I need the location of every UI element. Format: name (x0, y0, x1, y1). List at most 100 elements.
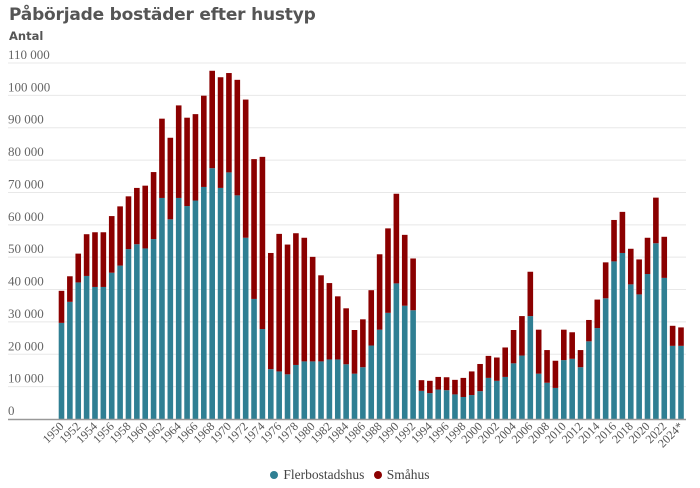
bar-segment-flerbostadshus[interactable] (209, 168, 215, 419)
bar-2006[interactable] (527, 271, 534, 419)
bar-segment-flerbostadshus[interactable] (611, 261, 617, 419)
bar-2016[interactable] (611, 219, 617, 419)
bar-segment-smahus[interactable] (351, 330, 358, 374)
bar-segment-smahus[interactable] (242, 99, 249, 238)
bar-1960[interactable] (142, 185, 149, 419)
bar-2007[interactable] (535, 329, 542, 419)
bar-1965[interactable] (184, 117, 190, 419)
bar-2023[interactable] (669, 325, 676, 419)
bar-segment-smahus[interactable] (108, 216, 115, 273)
bar-segment-smahus[interactable] (326, 283, 333, 360)
bar-segment-smahus[interactable] (393, 193, 400, 284)
bar-1978[interactable] (293, 233, 299, 419)
bar-segment-flerbostadshus[interactable] (627, 284, 634, 419)
bar-segment-flerbostadshus[interactable] (418, 390, 425, 419)
bar-segment-flerbostadshus[interactable] (619, 252, 626, 419)
bar-segment-smahus[interactable] (343, 308, 349, 365)
bar-2009[interactable] (552, 360, 559, 419)
bar-segment-smahus[interactable] (552, 360, 559, 388)
bar-segment-flerbostadshus[interactable] (544, 382, 550, 419)
bar-segment-smahus[interactable] (234, 79, 241, 196)
bar-segment-flerbostadshus[interactable] (301, 361, 308, 419)
bar-segment-smahus[interactable] (150, 172, 157, 240)
bar-segment-smahus[interactable] (251, 159, 257, 299)
bar-segment-flerbostadshus[interactable] (175, 197, 182, 419)
bar-segment-flerbostadshus[interactable] (560, 360, 567, 419)
bar-segment-flerbostadshus[interactable] (494, 380, 500, 419)
bar-segment-smahus[interactable] (226, 73, 232, 173)
bar-segment-smahus[interactable] (142, 185, 149, 249)
bar-segment-flerbostadshus[interactable] (477, 391, 483, 419)
bar-segment-smahus[interactable] (485, 355, 492, 378)
bar-1984[interactable] (343, 308, 349, 419)
bar-1995[interactable] (435, 376, 442, 419)
bar-segment-smahus[interactable] (259, 156, 266, 330)
bar-segment-flerbostadshus[interactable] (83, 275, 90, 419)
bar-2021[interactable] (653, 197, 659, 419)
bar-segment-flerbostadshus[interactable] (75, 282, 82, 419)
bar-2001[interactable] (485, 355, 492, 419)
bar-segment-flerbostadshus[interactable] (376, 329, 383, 419)
bar-1987[interactable] (368, 290, 375, 419)
bar-segment-flerbostadshus[interactable] (460, 396, 467, 419)
bar-1970[interactable] (226, 73, 232, 419)
bar-segment-flerbostadshus[interactable] (226, 172, 232, 419)
bar-segment-flerbostadshus[interactable] (669, 345, 676, 419)
bar-segment-smahus[interactable] (527, 271, 534, 317)
bar-segment-smahus[interactable] (184, 117, 190, 207)
bar-1988[interactable] (376, 254, 383, 419)
legend-item-flerbostadshus[interactable]: Flerbostadshus (270, 467, 364, 483)
bar-2003[interactable] (502, 347, 508, 419)
bar-2024*[interactable] (678, 327, 684, 419)
bar-segment-smahus[interactable] (217, 77, 224, 188)
bar-2018[interactable] (627, 248, 634, 419)
bar-2019[interactable] (636, 259, 642, 419)
bar-segment-smahus[interactable] (360, 319, 366, 368)
bar-segment-flerbostadshus[interactable] (251, 298, 257, 419)
bar-segment-smahus[interactable] (627, 248, 634, 285)
bar-segment-smahus[interactable] (443, 377, 450, 391)
bar-segment-flerbostadshus[interactable] (142, 248, 149, 419)
bar-segment-flerbostadshus[interactable] (58, 322, 65, 419)
bar-1950[interactable] (58, 290, 65, 419)
bar-segment-flerbostadshus[interactable] (201, 186, 207, 419)
bar-2002[interactable] (494, 357, 500, 419)
bar-2005[interactable] (519, 316, 525, 419)
bar-segment-flerbostadshus[interactable] (309, 361, 316, 419)
bar-2013[interactable] (586, 319, 592, 419)
bar-segment-flerbostadshus[interactable] (385, 312, 391, 419)
bar-1976[interactable] (276, 233, 282, 419)
bar-segment-smahus[interactable] (309, 256, 316, 362)
bar-1998[interactable] (460, 377, 467, 419)
bar-segment-flerbostadshus[interactable] (653, 243, 659, 419)
bar-segment-flerbostadshus[interactable] (661, 277, 668, 419)
bar-segment-flerbostadshus[interactable] (594, 328, 601, 419)
bar-segment-flerbostadshus[interactable] (334, 359, 341, 419)
bar-segment-flerbostadshus[interactable] (284, 374, 291, 419)
bar-segment-smahus[interactable] (560, 329, 567, 361)
bar-segment-smahus[interactable] (376, 254, 383, 330)
bar-1994[interactable] (427, 380, 433, 419)
bar-segment-flerbostadshus[interactable] (217, 187, 224, 419)
bar-1985[interactable] (351, 330, 358, 419)
bar-segment-flerbostadshus[interactable] (184, 206, 190, 419)
bar-1980[interactable] (309, 256, 316, 419)
bar-2004[interactable] (510, 330, 517, 419)
bar-1969[interactable] (217, 77, 224, 419)
bar-segment-smahus[interactable] (67, 276, 73, 302)
bar-segment-smahus[interactable] (586, 319, 592, 342)
bar-segment-flerbostadshus[interactable] (318, 361, 324, 419)
bar-segment-smahus[interactable] (284, 244, 291, 375)
bar-segment-flerbostadshus[interactable] (602, 298, 609, 419)
bar-segment-smahus[interactable] (117, 206, 123, 266)
bar-segment-smahus[interactable] (544, 350, 550, 383)
bar-segment-flerbostadshus[interactable] (468, 395, 475, 419)
bar-segment-flerbostadshus[interactable] (393, 283, 400, 419)
bar-segment-flerbostadshus[interactable] (276, 371, 282, 419)
bar-segment-smahus[interactable] (669, 325, 676, 346)
bar-segment-smahus[interactable] (477, 363, 483, 392)
bar-1955[interactable] (100, 232, 107, 419)
bar-segment-flerbostadshus[interactable] (108, 272, 115, 419)
bar-segment-smahus[interactable] (502, 347, 508, 377)
bar-segment-smahus[interactable] (577, 350, 584, 368)
